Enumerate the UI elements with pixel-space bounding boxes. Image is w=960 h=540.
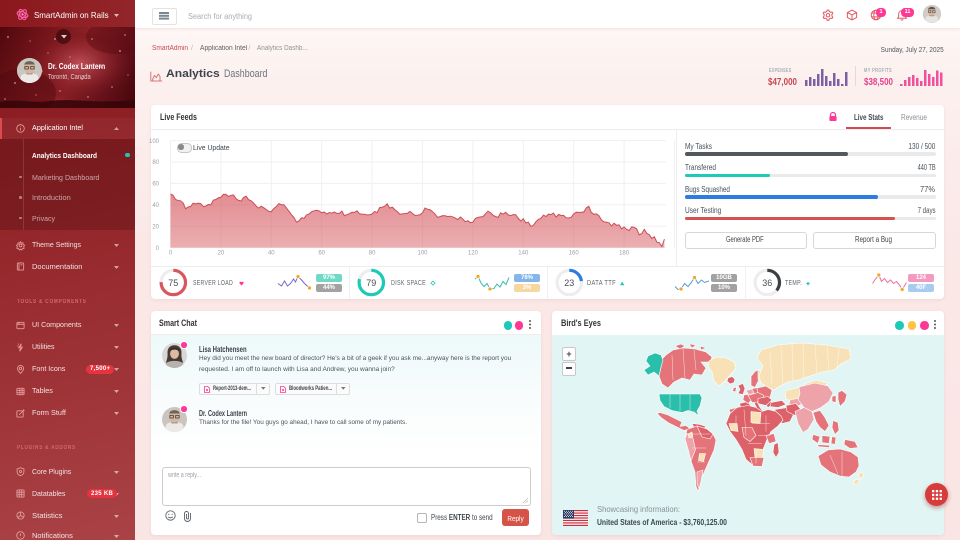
svg-text:DATA TTF: DATA TTF: [587, 280, 616, 287]
svg-text:80: 80: [152, 160, 159, 166]
svg-text:40: 40: [268, 251, 275, 257]
svg-text:60: 60: [318, 251, 325, 257]
svg-text:0: 0: [169, 251, 173, 257]
svg-text:TEMP.: TEMP.: [785, 280, 802, 287]
svg-text:36: 36: [762, 278, 772, 289]
svg-text:40: 40: [152, 203, 159, 209]
svg-text:79: 79: [366, 278, 376, 289]
svg-text:140: 140: [518, 251, 529, 257]
svg-text:0: 0: [156, 246, 160, 252]
svg-text:20: 20: [218, 251, 225, 257]
svg-text:80: 80: [369, 251, 376, 257]
svg-text:DISK SPACE: DISK SPACE: [391, 280, 426, 287]
svg-text:23: 23: [564, 278, 574, 289]
svg-text:120: 120: [468, 251, 479, 257]
svg-text:20: 20: [152, 224, 159, 230]
svg-text:SERVER LOAD: SERVER LOAD: [193, 280, 233, 287]
svg-text:160: 160: [569, 251, 580, 257]
svg-text:100: 100: [417, 251, 428, 257]
svg-text:60: 60: [152, 182, 159, 188]
svg-text:100: 100: [149, 139, 160, 145]
svg-text:180: 180: [619, 251, 630, 257]
svg-text:75: 75: [168, 278, 178, 289]
